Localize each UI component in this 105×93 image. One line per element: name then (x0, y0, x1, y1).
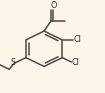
Text: Cl: Cl (73, 35, 81, 44)
Text: Cl: Cl (72, 58, 80, 66)
Text: S: S (10, 58, 15, 67)
Text: O: O (50, 1, 56, 10)
